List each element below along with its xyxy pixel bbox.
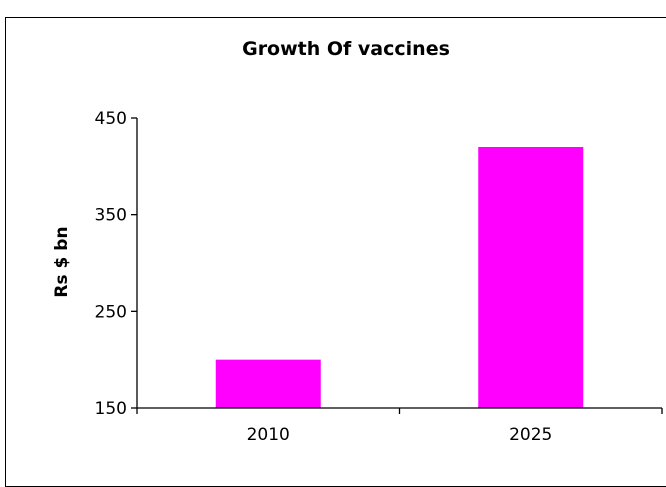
- y-tick-label: 350: [95, 206, 127, 226]
- y-tick-label: 250: [95, 302, 127, 322]
- axes-layer: 150 250 350 450 2010 2025: [95, 109, 663, 445]
- y-tick-label: 450: [95, 109, 127, 129]
- chart: Growth Of vaccines Rs $ bn 150 250 350 450 2…: [52, 38, 663, 445]
- bar-2010: [215, 359, 321, 408]
- bar-2025: [478, 147, 584, 408]
- x-tick-label: 2025: [509, 425, 552, 445]
- y-axis-label: Rs $ bn: [52, 226, 72, 297]
- y-tick-label: 150: [95, 399, 127, 419]
- bars-layer: [215, 147, 584, 408]
- x-tick-label: 2010: [247, 425, 290, 445]
- chart-title: Growth Of vaccines: [242, 38, 450, 60]
